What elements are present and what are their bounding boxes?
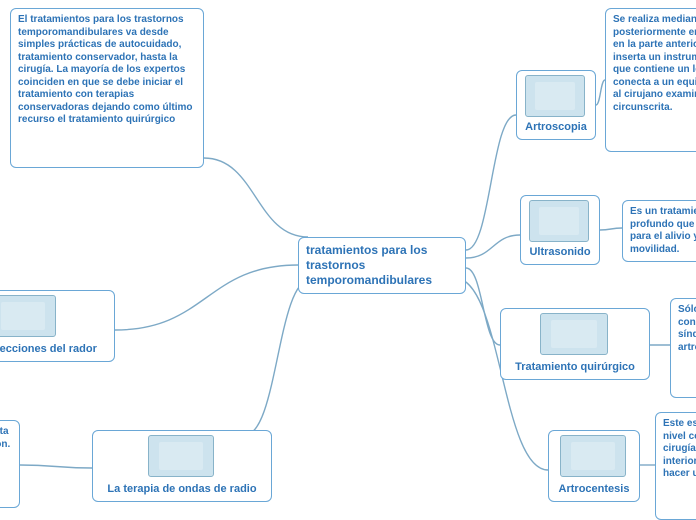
branch-label-quirurgico: Tratamiento quirúrgico <box>501 361 649 375</box>
central-topic-node[interactable]: tratamientos para los trastornos temporo… <box>298 237 466 294</box>
branch-thumbnail-artrocentesis <box>560 435 626 477</box>
branch-desc-text-artrocentesis: Este es un procedimiento realizado a niv… <box>663 418 696 481</box>
branch-label-artroscopia: Artroscopia <box>517 121 595 135</box>
branch-thumbnail-ultrasonido <box>529 200 589 242</box>
branch-label-inyecciones: o de inyecciones del rador <box>0 343 114 357</box>
branch-thumbnail-artroscopia <box>525 75 585 117</box>
branch-desc-text-ondas: …rga …l …uenta …ciente … …ión. <box>0 426 12 451</box>
intro-description-text: El tratamientos para los trastornos temp… <box>18 14 196 127</box>
branch-thumbnail-quirurgico <box>540 313 608 355</box>
branch-desc-artrocentesis: Este es un procedimiento realizado a niv… <box>655 412 696 520</box>
mindmap-canvas: El tratamientos para los trastornos temp… <box>0 0 696 520</box>
branch-thumbnail-inyecciones <box>0 295 56 337</box>
branch-desc-text-artroscopia: Se realiza mediante anestesia general, p… <box>613 14 696 114</box>
branch-desc-text-ultrasonido: Es un tratamiento de calor profundo que … <box>630 206 696 256</box>
branch-desc-quirurgico: Sólo de las menos con Hay tres síndrome … <box>670 298 696 398</box>
branch-desc-text-quirurgico: Sólo de las menos con Hay tres síndrome … <box>678 304 696 354</box>
branch-desc-ondas: …rga …l …uenta …ciente … …ión. <box>0 420 20 508</box>
branch-desc-artroscopia: Se realiza mediante anestesia general, p… <box>605 8 696 152</box>
branch-label-artrocentesis: Artrocentesis <box>549 483 639 497</box>
branch-label-ultrasonido: Ultrasonido <box>521 246 599 260</box>
central-topic-label: tratamientos para los trastornos temporo… <box>306 243 458 288</box>
branch-label-ondas: La terapia de ondas de radio <box>93 483 271 497</box>
branch-thumbnail-ondas <box>148 435 214 477</box>
intro-description-box: El tratamientos para los trastornos temp… <box>10 8 204 168</box>
branch-desc-ultrasonido: Es un tratamiento de calor profundo que … <box>622 200 696 262</box>
